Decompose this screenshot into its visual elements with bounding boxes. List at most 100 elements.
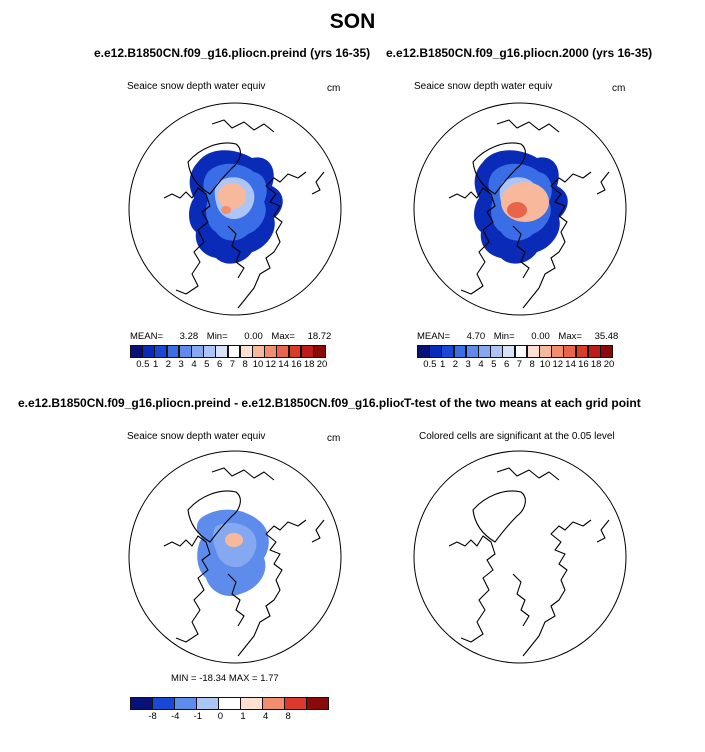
colorbar-tick-label: 5	[491, 359, 497, 370]
coast-eurasia	[237, 171, 307, 309]
panel-2-polar-map	[413, 102, 627, 316]
diff-positive-area	[225, 533, 243, 547]
coast-greenland	[472, 142, 526, 195]
colorbar-tick-label: 12	[552, 359, 564, 370]
ice-peak-area	[507, 202, 527, 218]
coast-right-edge	[596, 171, 610, 195]
colorbar-swatch	[600, 345, 613, 358]
panel-1-colorbar	[130, 345, 326, 358]
colorbar-tick-label: -4	[170, 711, 180, 722]
min-label: Min=	[206, 331, 228, 342]
colorbar-swatch	[130, 345, 143, 358]
colorbar-swatch	[300, 345, 314, 358]
colorbar-tick-label: 16	[578, 359, 589, 370]
colorbar-swatch	[227, 345, 241, 358]
min-value: 0.00	[531, 331, 550, 342]
colorbar-swatch	[196, 697, 219, 710]
coast-eurasia	[522, 171, 592, 309]
colorbar-swatch	[478, 345, 491, 358]
coast-scandinavia	[512, 573, 530, 627]
colorbar-swatch	[276, 345, 290, 358]
colorbar-swatch	[203, 345, 217, 358]
coast-right-edge	[311, 171, 325, 195]
colorbar-tick-label: 3	[465, 359, 471, 370]
colorbar-tick-label: 14	[278, 359, 289, 370]
coast-greenland	[187, 142, 241, 195]
colorbar-swatch	[539, 345, 552, 358]
colorbar-swatch	[551, 345, 565, 358]
colorbar-tick-label: 3	[178, 359, 184, 370]
colorbar-tick-label: 8	[285, 711, 291, 722]
max-label: Max=	[271, 331, 295, 342]
map-boundary-circle	[413, 102, 627, 316]
panel-3-polar-map	[128, 450, 342, 664]
colorbar-swatch	[152, 697, 175, 710]
colorbar-tick-label: 6	[503, 359, 510, 370]
coast-north-edge	[496, 119, 560, 133]
mean-value: 4.70	[466, 331, 486, 342]
panel-4-title: T-test of the two means at each grid poi…	[404, 396, 641, 410]
coast-eurasia	[237, 519, 307, 657]
colorbar-swatch	[166, 345, 180, 358]
colorbar-swatch	[130, 697, 153, 710]
panel-3-title: e.e12.B1850CN.f09_g16.pliocn.preind - e.…	[18, 396, 445, 410]
colorbar-tick-label: 1	[240, 711, 246, 722]
coast-scandinavia	[512, 225, 530, 279]
coast-north-america	[448, 187, 496, 295]
panel-1-stats: MEAN= 3.28 Min= 0.00 Max= 18.72	[130, 331, 331, 342]
mean-label: MEAN=	[130, 331, 163, 342]
coast-scandinavia	[227, 225, 245, 279]
colorbar-swatch	[313, 345, 326, 358]
colorbar-swatch	[284, 697, 307, 710]
coast-north-edge	[211, 119, 275, 133]
coast-north-america	[448, 535, 496, 643]
colorbar-tick-label: 0	[217, 711, 224, 722]
panel-4-polar-map	[413, 450, 627, 664]
colorbar-tick-label: 16	[291, 359, 302, 370]
panel-1-subtitle: Seaice snow depth water equiv	[127, 81, 266, 92]
colorbar-tick-label: -1	[193, 711, 203, 722]
colorbar-tick-label: 10	[539, 359, 551, 370]
panel-1-polar-map	[128, 102, 342, 316]
panel-2-title: e.e12.B1850CN.f09_g16.pliocn.2000 (yrs 1…	[386, 46, 653, 60]
coast-right-edge	[311, 519, 325, 543]
panel-2-colorbar	[417, 345, 613, 358]
colorbar-tick-label: 8	[529, 359, 535, 370]
coast-eurasia	[522, 519, 592, 657]
panel-3-unit: cm	[327, 433, 341, 444]
coast-north-america	[163, 187, 211, 295]
panel-4-subtitle: Colored cells are significant at the 0.0…	[419, 431, 615, 442]
ice-max-area	[501, 182, 549, 222]
colorbar-swatch	[417, 345, 430, 358]
colorbar-swatch	[453, 345, 467, 358]
coast-north-edge	[496, 467, 560, 481]
coast-greenland	[472, 490, 526, 543]
colorbar-swatch	[563, 345, 577, 358]
colorbar-swatch	[239, 345, 253, 358]
colorbar-swatch	[490, 345, 504, 358]
min-label: Min=	[493, 331, 515, 342]
colorbar-swatch	[502, 345, 516, 358]
max-value: 35.48	[594, 331, 619, 342]
colorbar-swatch	[465, 345, 479, 358]
panel-3-stats: MIN = -18.34 MAX = 1.77	[171, 673, 279, 684]
colorbar-tick-label: 20	[316, 359, 328, 370]
colorbar-swatch	[514, 345, 528, 358]
colorbar-swatch	[142, 345, 155, 358]
colorbar-swatch	[587, 345, 601, 358]
coast-north-america	[163, 535, 211, 643]
colorbar-swatch	[252, 345, 265, 358]
colorbar-tick-label: 4	[262, 711, 269, 722]
map-boundary-circle	[128, 450, 342, 664]
max-value: 18.72	[307, 331, 332, 342]
colorbar-tick-label: 18	[303, 359, 315, 370]
ice-max-area	[218, 183, 246, 209]
panel-2-stats: MEAN= 4.70 Min= 0.00 Max= 35.48	[417, 331, 618, 342]
coast-scandinavia	[227, 573, 245, 627]
max-label: Max=	[558, 331, 582, 342]
colorbar-tick-label: 6	[216, 359, 223, 370]
colorbar-tick-label: 2	[452, 359, 459, 370]
colorbar-tick-label: 0.5	[136, 359, 150, 370]
panel-1-title: e.e12.B1850CN.f09_g16.pliocn.preind (yrs…	[94, 46, 371, 60]
coast-right-edge	[596, 519, 610, 543]
